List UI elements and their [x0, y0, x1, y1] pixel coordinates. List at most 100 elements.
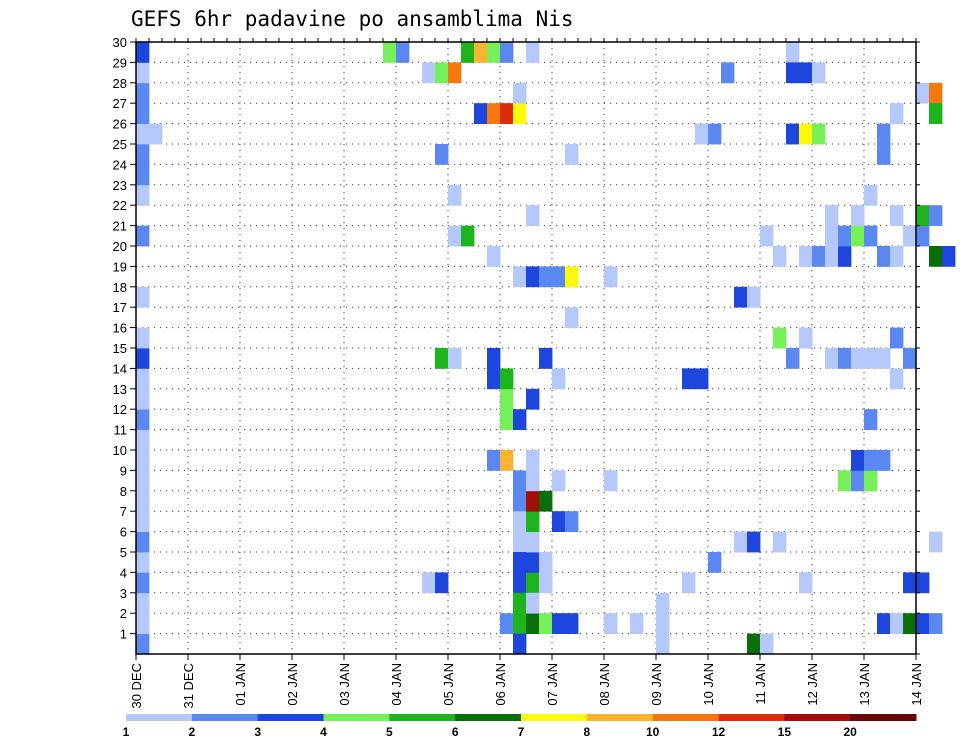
precip-cell [877, 246, 891, 267]
precip-cell [864, 450, 878, 471]
y-tick-label: 22 [113, 198, 127, 213]
precip-cell [916, 613, 930, 634]
precip-cell [500, 103, 514, 124]
x-tick-label: 01 JAN [233, 663, 248, 706]
colorbar-swatch [586, 714, 654, 721]
precip-cell [851, 470, 865, 492]
precip-cell [461, 225, 475, 247]
precip-cell [513, 470, 527, 492]
precip-cell [526, 613, 540, 634]
precip-cell [877, 348, 891, 369]
precip-cell [916, 225, 930, 247]
precip-cell [136, 164, 150, 186]
colorbar-label: 7 [518, 725, 525, 739]
x-tick-label: 12 JAN [805, 663, 820, 706]
y-tick-label: 14 [113, 361, 127, 376]
y-tick-label: 24 [113, 157, 127, 172]
precip-cell [526, 266, 540, 288]
colorbar-label: 10 [646, 725, 660, 739]
precip-cell [656, 613, 670, 634]
precip-cell [565, 613, 579, 634]
precip-cell [448, 184, 462, 206]
x-tick-label: 07 JAN [545, 663, 560, 706]
precip-cell [747, 531, 761, 553]
colorbar-label: 6 [452, 725, 459, 739]
precip-cell [799, 572, 813, 594]
precip-cell [682, 368, 696, 390]
precip-cell [526, 205, 540, 226]
precip-cell [864, 184, 878, 206]
precip-cell [877, 144, 891, 165]
precip-cell [929, 103, 943, 124]
colorbar-swatch [652, 714, 719, 721]
precip-cell [136, 82, 150, 104]
precip-cell [136, 511, 150, 532]
precip-cell [890, 327, 904, 349]
precip-cell [916, 205, 930, 226]
precip-cell [877, 613, 891, 634]
precip-cell [136, 184, 150, 206]
precip-cell [500, 613, 514, 634]
precip-cell [539, 490, 553, 512]
precip-cell [838, 348, 852, 369]
precip-cell [825, 205, 839, 226]
precip-cell [136, 62, 150, 84]
precip-cell [136, 572, 150, 594]
precip-cell [513, 531, 527, 553]
precip-cell [903, 613, 917, 634]
precip-cell [474, 42, 488, 63]
precip-cell [396, 42, 410, 63]
x-axis: 30 DEC 31 DEC 01 JAN 02 JAN 03 JAN 04 JAN 05 J… [129, 38, 924, 709]
y-tick-label: 16 [113, 321, 127, 336]
precip-cell [760, 633, 774, 655]
precip-cell [786, 348, 800, 369]
precip-cell [708, 123, 722, 145]
precip-cell [825, 348, 839, 369]
precip-cell [422, 62, 436, 84]
colorbar-swatch [257, 714, 324, 721]
precip-cell [552, 511, 566, 532]
precip-cell [526, 388, 540, 410]
precip-cell [565, 144, 579, 165]
precip-cell [708, 552, 722, 573]
precip-cell [500, 450, 514, 471]
precip-cell [422, 572, 436, 594]
precip-cell [513, 572, 527, 594]
precip-cell [513, 490, 527, 512]
y-tick-label: 18 [113, 280, 127, 295]
precip-cell [812, 246, 826, 267]
precip-cell [513, 613, 527, 634]
precip-cell [513, 592, 527, 614]
precip-cell [136, 327, 150, 349]
x-tick-label: 05 JAN [441, 663, 456, 706]
y-tick-label: 12 [113, 402, 127, 417]
precip-cell [526, 511, 540, 532]
precip-cell [136, 286, 150, 308]
y-tick-label: 15 [113, 341, 127, 356]
precip-cell [487, 103, 501, 124]
y-tick-label: 11 [114, 423, 128, 438]
precip-cell [487, 42, 501, 63]
precip-cell [136, 429, 150, 451]
y-tick-label: 3 [120, 586, 127, 601]
precip-cell [435, 348, 449, 369]
precip-cell [812, 62, 826, 84]
precip-cell [929, 246, 943, 267]
precip-cell [721, 62, 735, 84]
y-tick-label: 25 [113, 137, 127, 152]
precip-cell [786, 62, 800, 84]
x-tick-label: 09 JAN [649, 663, 664, 706]
precip-cell [565, 266, 579, 288]
colorbar-swatch [323, 714, 390, 721]
precip-cell [812, 123, 826, 145]
precip-cell [890, 613, 904, 634]
precip-cell [929, 205, 943, 226]
precip-cell [513, 511, 527, 532]
precip-cell [552, 470, 566, 492]
precip-cell [747, 633, 761, 655]
precip-cell [552, 266, 566, 288]
x-tick-label: 30 DEC [129, 663, 144, 709]
precip-cell [890, 368, 904, 390]
colorbar-label: 15 [778, 725, 792, 739]
precip-cell [890, 246, 904, 267]
